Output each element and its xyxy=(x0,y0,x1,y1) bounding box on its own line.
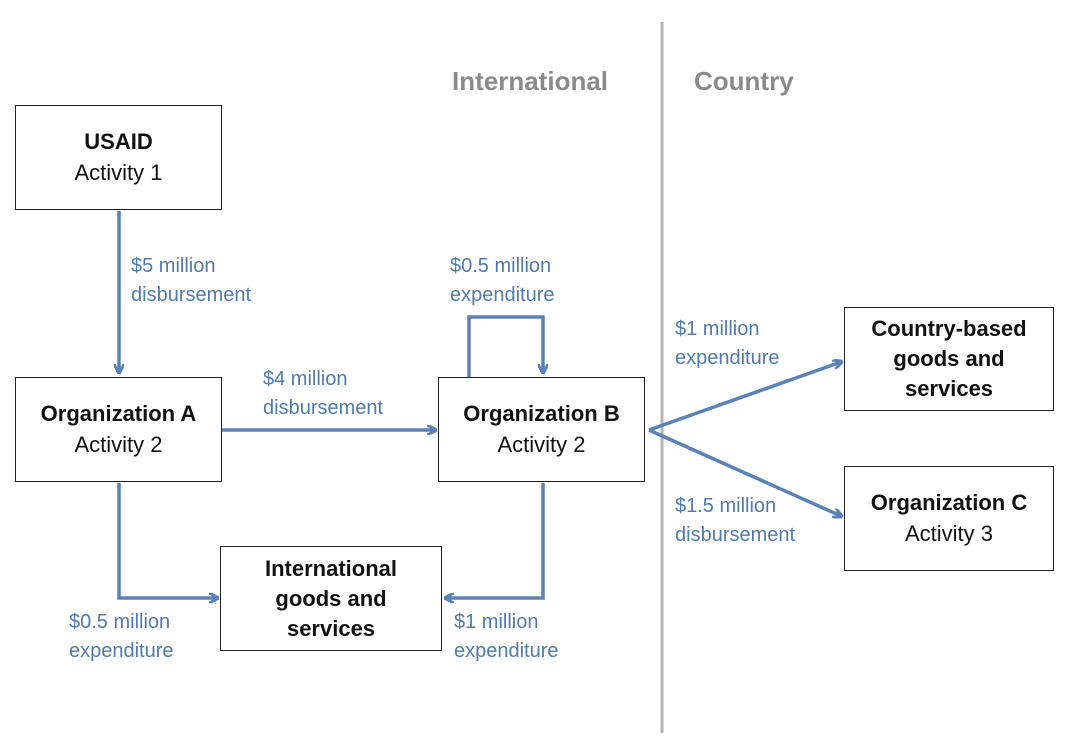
node-usaid-title: USAID xyxy=(84,128,153,154)
edge-label-usaid-to-org-a-type: disbursement xyxy=(131,284,252,306)
node-international-goods-line-3: services xyxy=(286,615,376,641)
node-usaid: USAID Activity 1 xyxy=(15,105,222,210)
node-usaid-activity: Activity 1 xyxy=(74,159,163,185)
node-organization-a-title: Organization A xyxy=(40,400,197,426)
arrow-org-b-to-org-c xyxy=(648,428,841,516)
edge-label-org-b-to-org-c: $1.5 million disbursement xyxy=(675,492,795,550)
edge-label-org-a-to-org-b-type: disbursement xyxy=(263,397,384,419)
edge-label-org-b-to-org-c-amount: $1.5 million xyxy=(675,495,777,517)
edge-label-org-a-to-intl-goods-amount: $0.5 million xyxy=(69,611,171,633)
edge-label-org-b-self-loop: $0.5 million expenditure xyxy=(450,252,555,310)
node-country-based-goods-line-1: Country-based xyxy=(871,316,1027,341)
node-organization-b-activity: Activity 2 xyxy=(497,431,586,457)
edge-label-org-b-self-loop-amount: $0.5 million xyxy=(450,255,552,277)
node-organization-a-activity: Activity 2 xyxy=(74,431,163,457)
node-organization-c-activity: Activity 3 xyxy=(904,520,994,546)
edge-label-org-b-to-country-goods-amount: $1 million xyxy=(675,318,760,340)
edge-label-org-a-to-org-b: $4 million disbursement xyxy=(263,365,383,423)
edge-label-org-b-to-country-goods-type: expenditure xyxy=(675,347,780,369)
edge-label-org-a-to-intl-goods: $0.5 million expenditure xyxy=(69,608,174,666)
edge-label-org-b-to-org-c-type: disbursement xyxy=(675,524,796,546)
arrow-org-b-to-intl-goods xyxy=(446,483,545,598)
node-country-based-goods-line-2: goods and xyxy=(893,346,1005,371)
arrow-org-b-self-loop xyxy=(467,315,543,377)
arrow-org-b-to-country-goods xyxy=(648,362,841,432)
node-organization-a: Organization A Activity 2 xyxy=(15,377,222,482)
node-country-based-goods: Country-based goods and services xyxy=(844,307,1054,411)
edge-label-org-a-to-intl-goods-type: expenditure xyxy=(69,640,174,662)
node-international-goods-line-1: International xyxy=(264,555,397,581)
edge-label-org-b-self-loop-type: expenditure xyxy=(450,284,555,306)
node-organization-c-title: Organization C xyxy=(870,489,1028,515)
edge-label-usaid-to-org-a-amount: $5 million xyxy=(131,255,216,277)
node-organization-b: Organization B Activity 2 xyxy=(438,377,645,482)
node-international-goods: International goods and services xyxy=(220,546,442,651)
edge-label-org-b-to-country-goods: $1 million expenditure xyxy=(675,315,780,373)
arrow-org-a-to-intl-goods xyxy=(117,483,217,598)
node-organization-c: Organization C Activity 3 xyxy=(844,466,1054,571)
node-organization-b-title: Organization B xyxy=(463,400,620,426)
edge-label-org-a-to-org-b-amount: $4 million xyxy=(263,368,348,390)
region-label-country: Country xyxy=(694,66,794,96)
region-label-international: International xyxy=(452,66,609,96)
edge-label-usaid-to-org-a: $5 million disbursement xyxy=(131,252,251,310)
edge-label-org-b-to-intl-goods-amount: $1 million xyxy=(454,611,539,633)
edge-label-org-b-to-intl-goods-type: expenditure xyxy=(454,640,559,662)
edge-label-org-b-to-intl-goods: $1 million expenditure xyxy=(454,608,559,666)
node-country-based-goods-line-3: services xyxy=(904,376,994,401)
node-international-goods-line-2: goods and xyxy=(275,585,387,611)
